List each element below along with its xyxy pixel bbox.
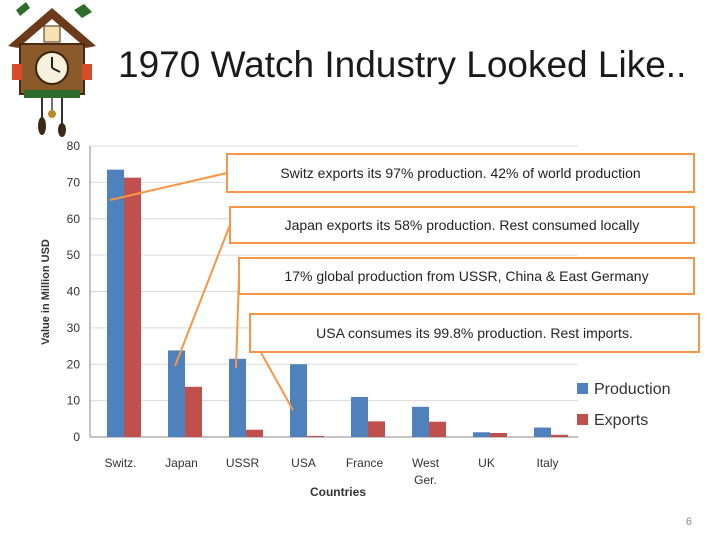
cuckoo-clock-icon (8, 2, 96, 137)
x-tick-label: Italy (536, 456, 558, 470)
callout-box (238, 257, 695, 295)
bar-exports-italy (551, 434, 568, 437)
y-tick-label: 10 (67, 394, 81, 408)
callout-leader-line (174, 224, 231, 367)
bar-production-italy (534, 427, 551, 437)
y-tick-label: 50 (67, 248, 81, 262)
legend-swatch-exports (577, 414, 588, 425)
x-tick-label: USSR (226, 456, 260, 470)
bar-exports-japan (185, 386, 202, 437)
callout-box (226, 153, 695, 193)
legend-swatch-production (577, 383, 588, 394)
y-tick-label: 40 (67, 285, 81, 299)
bar-exports-west-ger (429, 421, 446, 437)
legend-label-exports: Exports (594, 412, 648, 429)
bar-exports-usa (307, 435, 324, 437)
page-number: 6 (685, 516, 692, 528)
y-tick-label: 60 (67, 212, 81, 226)
callout-leader-line (109, 172, 228, 201)
x-tick-label: USA (291, 456, 316, 470)
bar-production-west-ger (412, 406, 429, 437)
legend-label-production: Production (594, 381, 671, 398)
bar-production-switz (107, 169, 124, 438)
y-tick-label: 20 (67, 357, 81, 371)
x-tick-label: UK (478, 456, 495, 470)
bar-exports-switz (124, 177, 141, 438)
y-tick-label: 80 (67, 139, 81, 153)
bar-production-usa (290, 364, 307, 437)
bar-exports-uk (490, 432, 507, 437)
x-tick-label: France (346, 456, 384, 470)
bar-production-uk (473, 432, 490, 437)
callout-box (229, 206, 695, 244)
bar-exports-ussr (246, 429, 263, 437)
y-axis-label: Value in Million USD (40, 239, 52, 345)
bar-exports-france (368, 421, 385, 437)
y-tick-label: 0 (73, 430, 80, 444)
callout-text: Japan exports its 58% production. Rest c… (285, 217, 640, 233)
callout-text: USA consumes its 99.8% production. Rest … (316, 325, 633, 341)
x-tick-label: Japan (165, 456, 198, 470)
x-axis-label: Countries (310, 485, 366, 499)
slide-title: 1970 Watch Industry Looked Like.. (118, 44, 687, 85)
y-tick-label: 70 (67, 175, 81, 189)
y-tick-label: 30 (67, 321, 81, 335)
bar-production-ussr (229, 358, 246, 437)
bar-production-japan (168, 350, 185, 437)
callout-text: 17% global production from USSR, China &… (284, 268, 648, 284)
x-tick-label: West Ger. (412, 456, 440, 487)
bar-production-france (351, 396, 368, 437)
x-tick-label: Switz. (104, 456, 136, 470)
callout-box (249, 313, 700, 353)
callout-text: Switz exports its 97% production. 42% of… (280, 165, 640, 181)
